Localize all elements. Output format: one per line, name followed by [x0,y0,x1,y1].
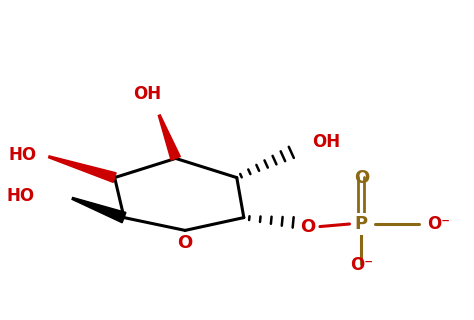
Text: O⁻: O⁻ [427,215,450,233]
Polygon shape [72,197,126,223]
Polygon shape [48,156,116,182]
Text: HO: HO [7,187,35,205]
Text: P: P [355,215,368,233]
Text: OH: OH [312,133,340,151]
Text: HO: HO [9,146,37,164]
Text: OH: OH [134,85,162,103]
Text: O: O [177,234,193,252]
Text: O: O [301,218,316,236]
Polygon shape [158,115,180,160]
Text: O⁻: O⁻ [350,256,373,274]
Text: O: O [354,169,369,187]
